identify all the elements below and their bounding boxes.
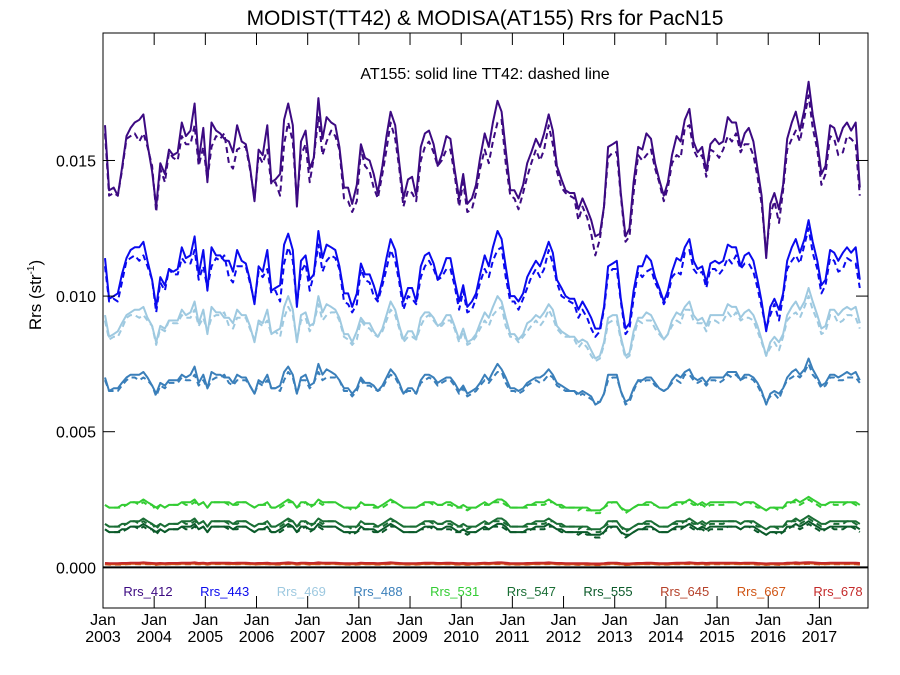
- plot-lines: [104, 80, 861, 567]
- y-tick-label: 0.000: [56, 560, 96, 577]
- x-tick-month-label: Jan: [90, 612, 116, 629]
- chart-title: MODIST(TT42) & MODISA(AT155) Rrs for Pac…: [247, 7, 724, 30]
- x-tick-year-label: 2008: [341, 629, 377, 646]
- series-line-rrs-667-solid: [104, 562, 860, 566]
- legend-item-rrs-547: Rrs_547: [507, 584, 556, 599]
- x-tick-year-label: 2010: [443, 629, 479, 646]
- x-tick-month-label: Jan: [551, 612, 577, 629]
- legend-item-rrs-488: Rrs_488: [353, 584, 402, 599]
- x-tick-month-label: Jan: [653, 612, 679, 629]
- x-tick-month-label: Jan: [397, 612, 423, 629]
- legend-item-rrs-469: Rrs_469: [277, 584, 326, 599]
- x-tick-month-label: Jan: [704, 612, 730, 629]
- legend-item-rrs-678: Rrs_678: [813, 584, 862, 599]
- y-tick-label: 0.010: [56, 289, 96, 306]
- x-tick-year-label: 2014: [648, 629, 684, 646]
- series-line-rrs-555-solid: [104, 520, 861, 536]
- x-tick-year-label: 2016: [750, 629, 786, 646]
- x-tick-year-label: 2012: [546, 629, 582, 646]
- x-tick-year-label: 2006: [239, 629, 275, 646]
- legend-item-rrs-531: Rrs_531: [430, 584, 479, 599]
- x-tick-month-label: Jan: [755, 612, 781, 629]
- x-tick-month-label: Jan: [192, 612, 218, 629]
- legend-item-rrs-412: Rrs_412: [123, 584, 172, 599]
- series-line-rrs-469-dashed: [104, 295, 861, 363]
- series-line-rrs-488-dashed: [104, 362, 861, 406]
- x-tick-year-label: 2015: [699, 629, 735, 646]
- series-line-rrs-443-dashed: [104, 227, 861, 338]
- x-tick-month-label: Jan: [602, 612, 628, 629]
- y-axis: 0.000 0.005 0.010 0.015: [56, 153, 868, 577]
- x-tick-year-label: 2004: [136, 629, 172, 646]
- legend-item-rrs-645: Rrs_645: [660, 584, 709, 599]
- series-line-rrs-531-solid: [104, 495, 861, 512]
- series-line-rrs-547-solid: [104, 514, 861, 531]
- x-tick-month-label: Jan: [448, 612, 474, 629]
- plot-frame: [102, 32, 869, 609]
- chart-subtitle: AT155: solid line TT42: dashed line: [360, 66, 609, 83]
- x-tick-year-label: 2005: [188, 629, 224, 646]
- y-axis-label-main: Rrs (str: [26, 274, 45, 330]
- x-tick-year-label: 2003: [85, 629, 121, 646]
- series-line-rrs-412-dashed: [104, 94, 861, 257]
- x-tick-year-label: 2011: [495, 629, 530, 646]
- series-line-rrs-443-solid: [104, 219, 861, 333]
- y-axis-label-close: ): [26, 260, 45, 266]
- x-tick-month-label: Jan: [141, 612, 167, 629]
- x-axis: Jan2003Jan2004Jan2005Jan2006Jan2007Jan20…: [85, 33, 837, 646]
- x-tick-month-label: Jan: [295, 612, 321, 629]
- y-tick-label: 0.005: [56, 425, 96, 442]
- legend-item-rrs-667: Rrs_667: [737, 584, 786, 599]
- x-tick-year-label: 2013: [597, 629, 633, 646]
- x-tick-month-label: Jan: [806, 612, 832, 629]
- x-tick-year-label: 2007: [290, 629, 326, 646]
- y-tick-label: 0.015: [56, 153, 96, 170]
- x-tick-year-label: 2017: [802, 629, 838, 646]
- y-axis-label-sup: -1: [26, 265, 37, 274]
- x-tick-year-label: 2009: [392, 629, 428, 646]
- legend: Rrs_412 Rrs_443 Rrs_469 Rrs_488 Rrs_531 Rrs_5…: [123, 584, 862, 599]
- series-line-rrs-488-solid: [104, 357, 861, 406]
- series-line-rrs-412-solid: [104, 80, 861, 260]
- x-tick-month-label: Jan: [346, 612, 372, 629]
- legend-item-rrs-555: Rrs_555: [583, 584, 632, 599]
- x-tick-month-label: Jan: [244, 612, 270, 629]
- series-line-rrs-678-solid: [104, 561, 860, 565]
- y-axis-label: Rrs (str-1): [26, 260, 45, 330]
- x-tick-month-label: Jan: [499, 612, 525, 629]
- series-line-rrs-469-solid: [104, 287, 861, 360]
- legend-item-rrs-443: Rrs_443: [200, 584, 249, 599]
